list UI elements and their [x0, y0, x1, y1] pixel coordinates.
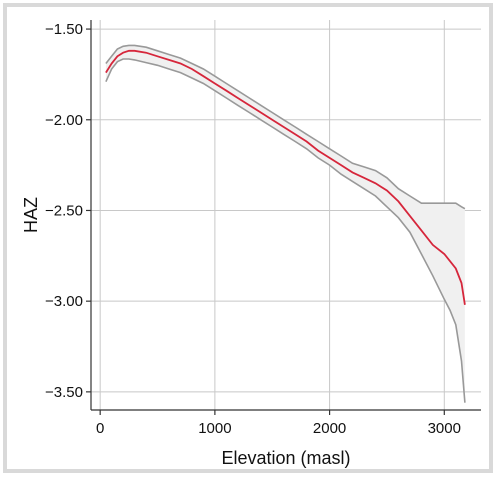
y-tick-label: −1.50: [45, 21, 83, 38]
ci-upper-line: [105, 44, 466, 210]
axes: [90, 20, 481, 411]
x-tick-label: 3000: [428, 420, 461, 437]
x-ticks: 0 1000 2000 3000: [96, 410, 461, 437]
x-tick-label: 1000: [198, 420, 231, 437]
y-tick-label: −3.00: [45, 293, 83, 310]
y-tick-label: −2.00: [45, 112, 83, 129]
x-tick-label: 2000: [313, 420, 346, 437]
y-tick-label: −2.50: [45, 202, 83, 219]
ci-lower-line: [105, 58, 466, 403]
y-axis-label: HAZ: [21, 197, 41, 233]
y-tick-label: −3.50: [45, 384, 83, 401]
y-ticks: −1.50 −2.00 −2.50 −3.00 −3.50: [45, 21, 91, 401]
x-axis-label: Elevation (masl): [221, 448, 350, 468]
fit-line: [105, 49, 466, 305]
x-tick-label: 0: [96, 420, 104, 437]
